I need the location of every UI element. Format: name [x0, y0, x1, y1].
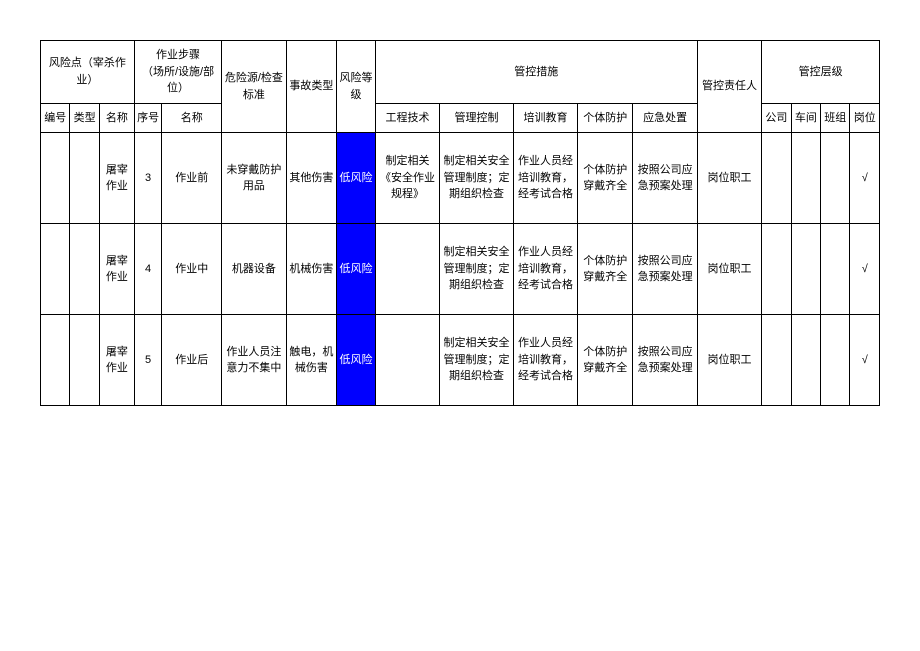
cell-engineering	[375, 224, 439, 315]
risk-table: 风险点（宰杀作业） 作业步骤 （场所/设施/部位） 危险源/检查标准 事故类型 …	[40, 40, 880, 406]
cell-name: 屠宰作业	[99, 133, 134, 224]
cell-name: 屠宰作业	[99, 315, 134, 406]
cell-team	[821, 133, 850, 224]
table-body: 屠宰作业 3 作业前 未穿戴防护用品 其他伤害 低风险 制定相关《安全作业规程》…	[41, 133, 880, 406]
cell-emergency: 按照公司应急预案处理	[633, 224, 697, 315]
table-row: 屠宰作业 3 作业前 未穿戴防护用品 其他伤害 低风险 制定相关《安全作业规程》…	[41, 133, 880, 224]
th-ppe: 个体防护	[578, 103, 633, 133]
cell-team	[821, 224, 850, 315]
cell-num	[41, 315, 70, 406]
cell-num	[41, 224, 70, 315]
cell-step-name: 作业后	[162, 315, 222, 406]
th-control-level: 管控层级	[762, 41, 880, 104]
cell-responsible: 岗位职工	[697, 133, 761, 224]
cell-type	[70, 133, 99, 224]
cell-responsible: 岗位职工	[697, 315, 761, 406]
th-risk-level: 风险等级	[337, 41, 376, 133]
cell-team	[821, 315, 850, 406]
cell-risk: 低风险	[337, 224, 376, 315]
th-emergency: 应急处置	[633, 103, 697, 133]
cell-step-name: 作业前	[162, 133, 222, 224]
th-workshop: 车间	[791, 103, 820, 133]
th-accident: 事故类型	[286, 41, 337, 133]
th-team: 班组	[821, 103, 850, 133]
th-seq: 序号	[134, 103, 162, 133]
th-type: 类型	[70, 103, 99, 133]
cell-engineering: 制定相关《安全作业规程》	[375, 133, 439, 224]
th-name: 名称	[99, 103, 134, 133]
th-hazard: 危险源/检查标准	[222, 41, 286, 133]
cell-num	[41, 133, 70, 224]
th-training: 培训教育	[513, 103, 577, 133]
th-engineering: 工程技术	[375, 103, 439, 133]
th-num: 编号	[41, 103, 70, 133]
th-post: 岗位	[850, 103, 880, 133]
cell-company	[762, 315, 791, 406]
cell-seq: 5	[134, 315, 162, 406]
cell-post: √	[850, 315, 880, 406]
cell-emergency: 按照公司应急预案处理	[633, 315, 697, 406]
cell-type	[70, 224, 99, 315]
cell-training: 作业人员经培训教育，经考试合格	[513, 224, 577, 315]
cell-ppe: 个体防护穿戴齐全	[578, 133, 633, 224]
cell-ppe: 个体防护穿戴齐全	[578, 224, 633, 315]
th-management: 管理控制	[440, 103, 514, 133]
cell-management: 制定相关安全管理制度；定期组织检查	[440, 224, 514, 315]
cell-ppe: 个体防护穿戴齐全	[578, 315, 633, 406]
table-row: 屠宰作业 4 作业中 机器设备 机械伤害 低风险 制定相关安全管理制度；定期组织…	[41, 224, 880, 315]
cell-workshop	[791, 315, 820, 406]
table-row: 屠宰作业 5 作业后 作业人员注意力不集中 触电，机械伤害 低风险 制定相关安全…	[41, 315, 880, 406]
cell-accident: 机械伤害	[286, 224, 337, 315]
th-company: 公司	[762, 103, 791, 133]
cell-seq: 3	[134, 133, 162, 224]
cell-responsible: 岗位职工	[697, 224, 761, 315]
cell-type	[70, 315, 99, 406]
cell-management: 制定相关安全管理制度；定期组织检查	[440, 133, 514, 224]
cell-company	[762, 224, 791, 315]
cell-training: 作业人员经培训教育，经考试合格	[513, 133, 577, 224]
cell-risk: 低风险	[337, 315, 376, 406]
cell-hazard: 作业人员注意力不集中	[222, 315, 286, 406]
cell-company	[762, 133, 791, 224]
cell-hazard: 未穿戴防护用品	[222, 133, 286, 224]
cell-hazard: 机器设备	[222, 224, 286, 315]
cell-management: 制定相关安全管理制度；定期组织检查	[440, 315, 514, 406]
cell-emergency: 按照公司应急预案处理	[633, 133, 697, 224]
cell-accident: 其他伤害	[286, 133, 337, 224]
cell-risk: 低风险	[337, 133, 376, 224]
cell-name: 屠宰作业	[99, 224, 134, 315]
cell-training: 作业人员经培训教育，经考试合格	[513, 315, 577, 406]
cell-engineering	[375, 315, 439, 406]
cell-post: √	[850, 133, 880, 224]
cell-seq: 4	[134, 224, 162, 315]
th-work-step: 作业步骤 （场所/设施/部位）	[134, 41, 221, 104]
cell-step-name: 作业中	[162, 224, 222, 315]
th-responsible: 管控责任人	[697, 41, 761, 133]
cell-post: √	[850, 224, 880, 315]
cell-accident: 触电，机械伤害	[286, 315, 337, 406]
th-risk-point: 风险点（宰杀作业）	[41, 41, 135, 104]
th-step-name: 名称	[162, 103, 222, 133]
cell-workshop	[791, 133, 820, 224]
th-control-measures: 管控措施	[375, 41, 697, 104]
cell-workshop	[791, 224, 820, 315]
